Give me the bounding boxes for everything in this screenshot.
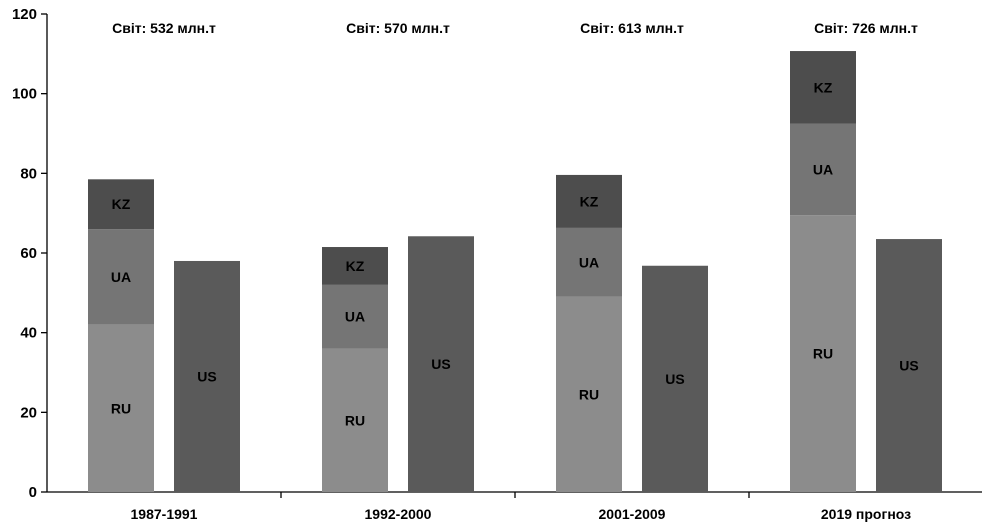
- bar-segment-ua: [322, 284, 388, 349]
- segment-label: KZ: [814, 79, 833, 95]
- y-tick-label: 100: [12, 86, 37, 103]
- x-category-label: 2001-2009: [599, 506, 666, 522]
- us-bar-label: US: [665, 371, 684, 387]
- bar-segment-ru: [322, 348, 388, 492]
- us-bar-label: US: [197, 368, 216, 384]
- world-total-label: Світ: 532 млн.т: [112, 20, 216, 36]
- bars: [88, 51, 942, 493]
- bar-segment-ru: [556, 296, 622, 492]
- y-tick-label: 20: [20, 404, 37, 421]
- segment-label: KZ: [346, 258, 365, 274]
- bar-segment-kz: [556, 174, 622, 228]
- segment-label: RU: [345, 412, 365, 428]
- world-total-label: Світ: 726 млн.т: [814, 20, 918, 36]
- x-category-label: 1992-2000: [365, 506, 432, 522]
- bar-us: [408, 236, 474, 492]
- world-total-label: Світ: 570 млн.т: [346, 20, 450, 36]
- segment-label: UA: [813, 161, 833, 177]
- bar-segment-kz: [88, 179, 154, 230]
- x-category-label: 2019 прогноз: [821, 506, 911, 522]
- labels: RU UA KZ US Світ: 532 млн.т 1987-1991 RU UA KZ US…: [111, 20, 919, 522]
- world-total-label: Світ: 613 млн.т: [580, 20, 684, 36]
- y-tick-label: 0: [29, 484, 37, 501]
- y-tick-label: 60: [20, 245, 37, 262]
- us-bar-label: US: [431, 356, 450, 372]
- segment-label: RU: [813, 346, 833, 362]
- segment-label: UA: [345, 309, 365, 325]
- y-axis: 0 20 40 60 80 100 120: [12, 6, 48, 501]
- x-category-label: 1987-1991: [131, 506, 198, 522]
- bar-segment-ru: [790, 215, 856, 493]
- bar-us: [642, 265, 708, 492]
- bar-segment-ua: [790, 123, 856, 216]
- segment-label: RU: [111, 400, 131, 416]
- segment-label: KZ: [580, 193, 599, 209]
- bar-segment-ua: [88, 229, 154, 325]
- segment-label: KZ: [112, 196, 131, 212]
- bar-us: [876, 239, 942, 492]
- us-bar-label: US: [899, 358, 918, 374]
- x-axis: [47, 491, 982, 498]
- y-tick-label: 40: [20, 325, 37, 342]
- bar-segment-ua: [556, 227, 622, 297]
- y-tick-label: 120: [12, 6, 37, 23]
- bar-segment-ru: [88, 324, 154, 492]
- segment-label: UA: [111, 269, 131, 285]
- segment-label: RU: [579, 386, 599, 402]
- bar-segment-kz: [790, 51, 856, 124]
- y-tick-label: 80: [20, 165, 37, 182]
- bar-segment-kz: [322, 247, 388, 285]
- segment-label: UA: [579, 254, 599, 270]
- bar-us: [174, 260, 240, 492]
